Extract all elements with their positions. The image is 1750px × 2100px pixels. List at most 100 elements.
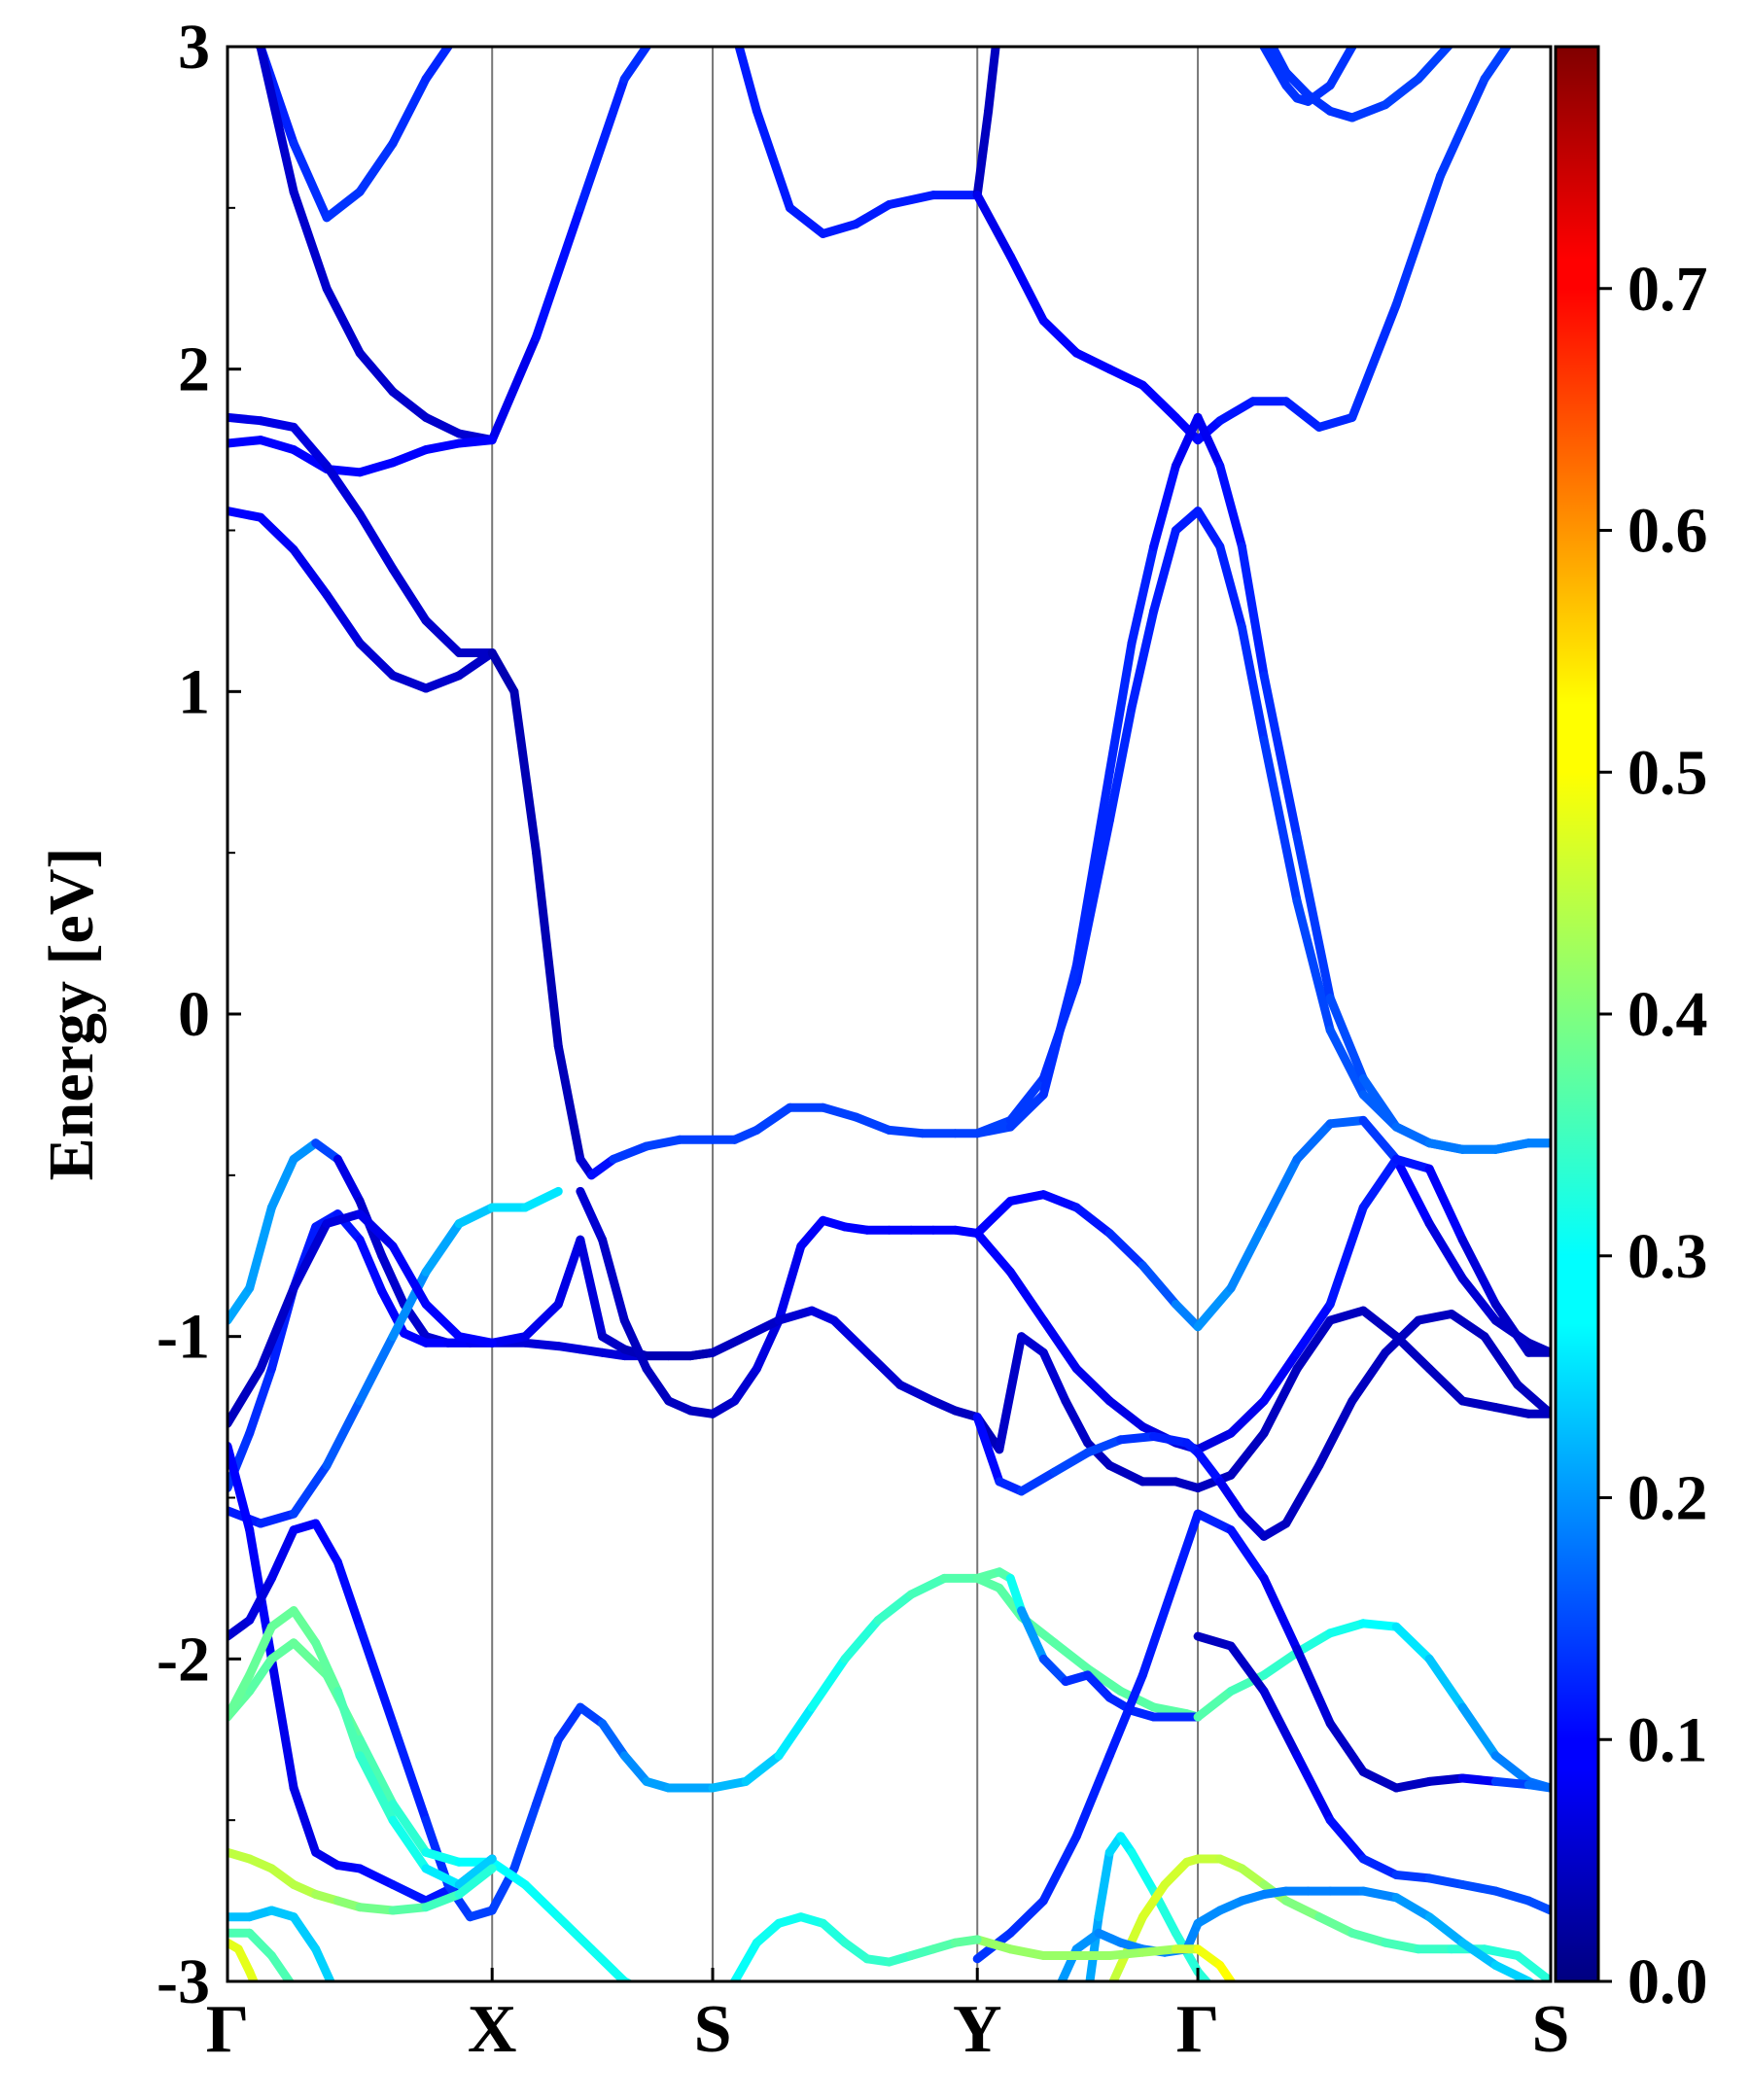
band-segment <box>885 191 938 209</box>
band-segment <box>1005 252 1048 326</box>
band-10 <box>1267 47 1454 122</box>
band-segment <box>355 509 398 574</box>
band-segment <box>266 1951 296 1981</box>
band-segment <box>1071 767 1114 970</box>
band-segment <box>532 848 563 1051</box>
band-segment <box>1424 1773 1467 1786</box>
band-segment <box>1193 1283 1236 1332</box>
band-segment <box>245 1622 276 1680</box>
band-segment <box>1237 1509 1269 1541</box>
band-segment <box>1215 397 1258 426</box>
band-segment <box>1391 1154 1434 1173</box>
band-segment <box>1061 1396 1093 1448</box>
band-segment <box>454 648 497 681</box>
band-segment <box>266 1525 298 1583</box>
band-segment <box>1038 1315 1081 1374</box>
band-segment <box>1104 1947 1147 1960</box>
band-segment <box>972 1935 1015 1954</box>
band-segment <box>1358 1154 1401 1212</box>
band-segment <box>1381 1315 1423 1357</box>
band-segment <box>322 461 365 519</box>
band-segment <box>388 564 431 625</box>
band-segment <box>1480 1944 1522 1960</box>
band-segment <box>1005 1073 1048 1125</box>
colorbar: 0.0 0.1 0.2 0.3 0.4 0.5 0.6 0.7 <box>1554 45 1708 2017</box>
band-segment <box>421 412 464 438</box>
band-segment <box>752 1102 794 1135</box>
band-segment <box>1304 81 1335 106</box>
band-segment <box>421 615 464 657</box>
band-38 <box>972 1935 1237 1981</box>
band-segment <box>228 1283 255 1325</box>
band-segment <box>819 1102 860 1122</box>
band-segment <box>1005 1267 1048 1325</box>
colorbar-tick-label: 0.2 <box>1628 1463 1708 1534</box>
band-segment <box>388 1267 431 1342</box>
band-segment <box>1292 1644 1335 1729</box>
band-segment <box>752 1315 784 1374</box>
band-segment <box>1005 1090 1048 1132</box>
band-segment <box>1348 1348 1390 1406</box>
band-segment <box>289 544 332 600</box>
band-segment <box>1480 1332 1522 1389</box>
band-segment <box>532 203 585 341</box>
band-segment <box>1127 606 1159 713</box>
band-segment <box>388 1719 431 1825</box>
band-6 <box>487 648 982 1180</box>
band-segment <box>1292 832 1335 1002</box>
band-segment <box>553 1702 585 1744</box>
band-segment <box>1457 1773 1500 1786</box>
colorbar-tick-label: 0.3 <box>1628 1221 1708 1292</box>
band-segment <box>388 1800 431 1857</box>
band-43 <box>228 1938 259 1981</box>
colorbar-ticks: 0.0 0.1 0.2 0.3 0.4 0.5 0.6 0.7 <box>1598 254 1708 2017</box>
band-segment <box>388 671 431 693</box>
band-41 <box>228 1906 335 1981</box>
band-segment <box>609 1141 651 1164</box>
colorbar-gradient <box>1556 47 1598 1981</box>
band-segment <box>1149 1432 1192 1448</box>
band-segment <box>388 1880 431 1906</box>
band-segment <box>311 1519 342 1567</box>
band-segment <box>355 639 398 681</box>
band-segment <box>1138 1880 1170 1922</box>
band-segment <box>266 1154 298 1212</box>
bands-layer <box>228 47 1551 1981</box>
band-segment <box>785 203 827 238</box>
band-segment <box>1193 1967 1212 1981</box>
colorbar-tick-label: 0.0 <box>1628 1946 1708 2017</box>
band-segment <box>1138 380 1180 422</box>
band-segment <box>289 1606 321 1648</box>
band-segment <box>1457 1938 1500 1970</box>
band-segment <box>256 1509 298 1528</box>
band-segment <box>1104 1670 1147 1761</box>
band-segment <box>1259 735 1302 906</box>
band-segment <box>332 1687 365 1761</box>
x-tick-label: S <box>694 1992 732 2067</box>
band-segment <box>984 47 1000 116</box>
band-segment <box>520 1300 563 1342</box>
band-segment <box>1325 1619 1368 1638</box>
band-segment <box>1259 47 1291 90</box>
colorbar-tick-label: 0.5 <box>1628 737 1708 808</box>
band-segment <box>619 47 652 84</box>
band-segment <box>1381 1938 1423 1954</box>
band-segment <box>487 648 519 696</box>
band-segment <box>1038 316 1081 358</box>
band-segment <box>266 1864 298 1889</box>
band-4 <box>228 412 497 657</box>
band-segment <box>355 1622 398 1729</box>
band-segment <box>553 1041 585 1164</box>
band-segment <box>289 1783 321 1857</box>
band-segment <box>1523 1896 1551 1915</box>
band-23 <box>972 1306 1551 1492</box>
colorbar-tick-label: 0.6 <box>1628 496 1708 567</box>
band-20 <box>708 1306 982 1422</box>
band-segment <box>1490 1300 1533 1357</box>
band-segment <box>1325 1719 1368 1776</box>
band-segment <box>852 1112 893 1135</box>
colorbar-tick-label: 0.4 <box>1628 979 1708 1050</box>
band-segment <box>1391 1776 1434 1793</box>
band-segment <box>1424 1219 1467 1283</box>
band-segment <box>1391 1622 1434 1663</box>
